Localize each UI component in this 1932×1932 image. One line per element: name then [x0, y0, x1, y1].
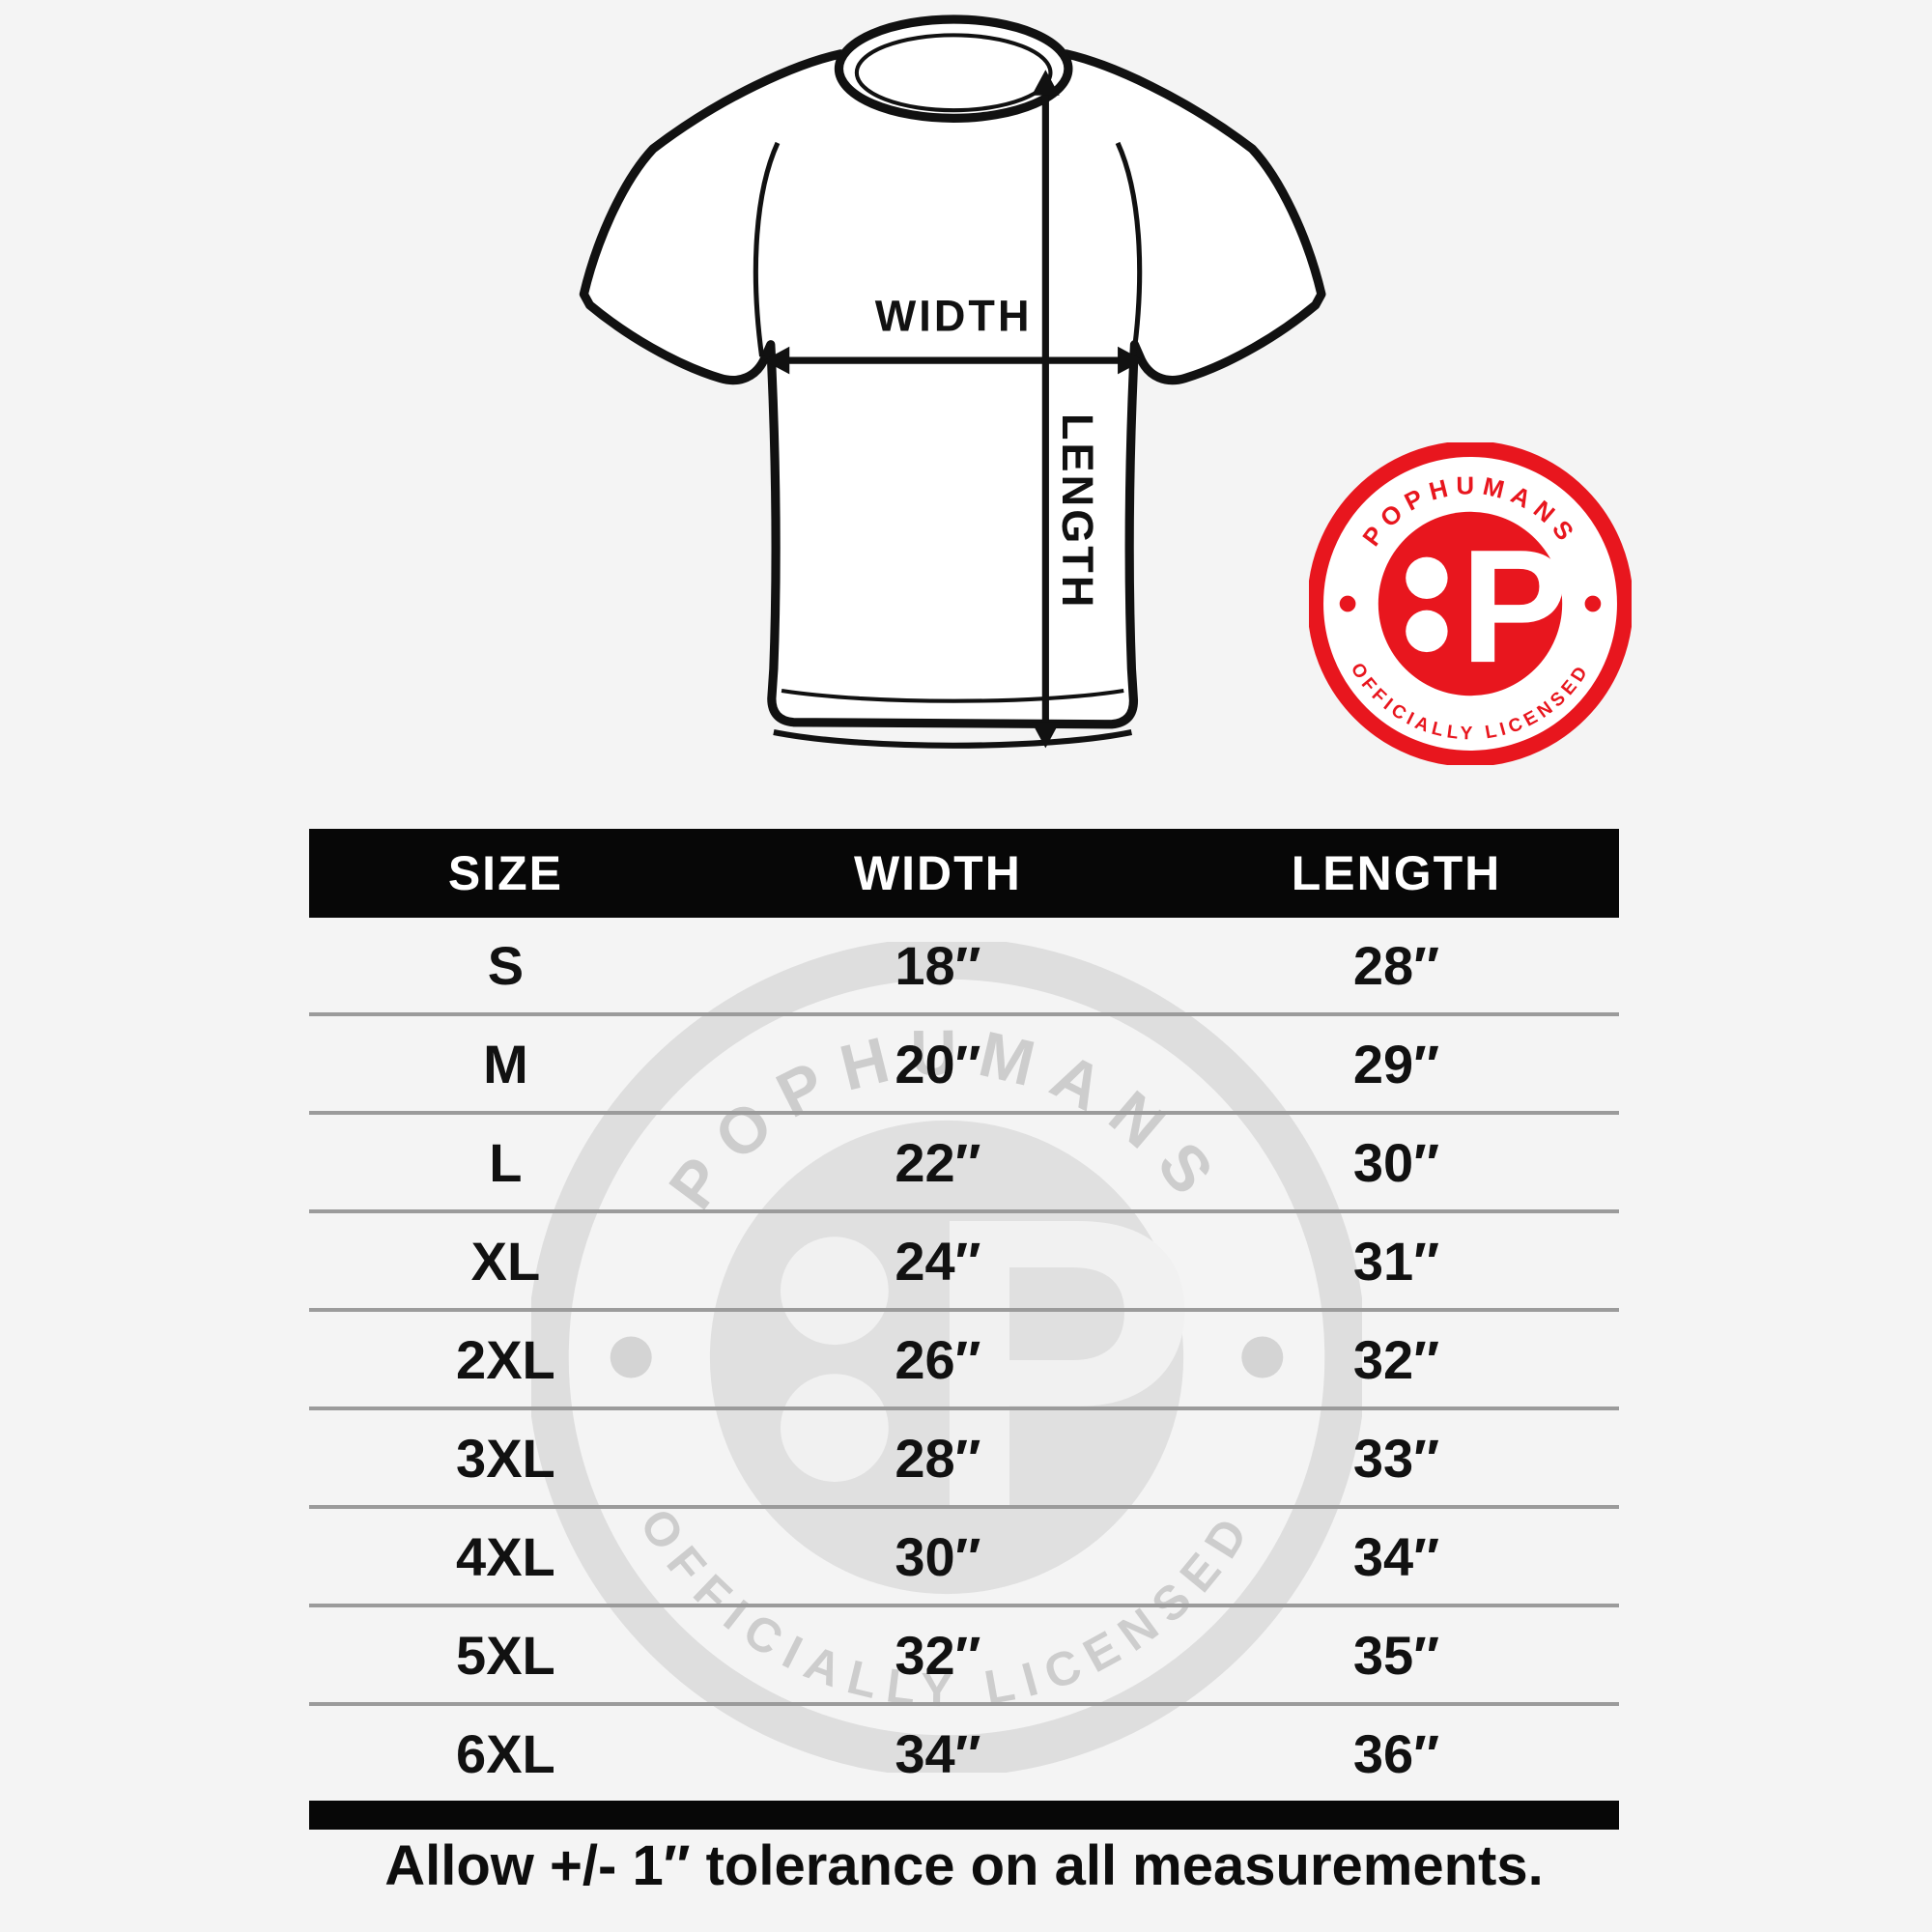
badge-monogram: P: [1461, 517, 1568, 696]
table-row: 3XL 28″ 33″: [309, 1406, 1619, 1505]
width-label: WIDTH: [875, 291, 1033, 340]
badge-left-dot: [1339, 595, 1356, 612]
size-cell: 2XL: [456, 1328, 555, 1390]
width-cell: 32″: [895, 1624, 981, 1686]
size-cell: XL: [470, 1230, 541, 1292]
table-row: M 20″ 29″: [309, 1012, 1619, 1111]
width-cell: 20″: [895, 1033, 981, 1094]
watermark-badge-icon: POPHUMANS OFFICIALLY LICENSED P: [531, 942, 1362, 1773]
size-table-rows: S 18″ 28″ M 20″ 29″ L 22″ 30″ XL 24″ 31″…: [309, 918, 1619, 1801]
size-cell: S: [487, 934, 525, 996]
watermark-right-dot: [1241, 1336, 1284, 1378]
length-cell: 35″: [1352, 1624, 1440, 1686]
width-arrow: [763, 346, 1144, 375]
header-size: SIZE: [447, 846, 563, 900]
pophumans-badge-icon: POPHUMANS OFFICIALLY LICENSED P: [1309, 442, 1632, 765]
pophumans-badge: POPHUMANS OFFICIALLY LICENSED P: [1309, 442, 1632, 765]
watermark-colon-dot-top: [781, 1236, 889, 1346]
header-length: LENGTH: [1291, 846, 1502, 900]
width-cell: 30″: [895, 1525, 981, 1587]
watermark-left-dot: [610, 1336, 652, 1378]
size-table-header: SIZE WIDTH LENGTH: [309, 829, 1619, 918]
table-row: S 18″ 28″: [309, 918, 1619, 1012]
length-cell: 34″: [1352, 1525, 1440, 1587]
width-cell: 28″: [895, 1427, 981, 1489]
table-row: XL 24″ 31″: [309, 1209, 1619, 1308]
length-label: LENGTH: [1053, 413, 1102, 610]
tshirt-outline: [579, 49, 1326, 729]
tolerance-note: Allow +/- 1″ tolerance on all measuremen…: [384, 1834, 1544, 1897]
hem-fold-line: [773, 728, 1133, 749]
size-cell: L: [489, 1131, 523, 1193]
length-arrow: [1032, 70, 1060, 749]
badge-colon-dot-bottom: [1406, 610, 1448, 653]
watermark-outer-ring: [531, 942, 1362, 1773]
size-cell: 6XL: [456, 1722, 555, 1784]
size-cell: 3XL: [456, 1427, 555, 1489]
length-cell: 33″: [1352, 1427, 1440, 1489]
table-row: 4XL 30″ 34″: [309, 1505, 1619, 1604]
table-row: 5XL 32″ 35″: [309, 1604, 1619, 1702]
size-table: SIZE WIDTH LENGTH S 18″ 28″ M 20″ 29″ L …: [309, 829, 1619, 1830]
width-cell: 22″: [895, 1131, 981, 1193]
badge-colon-dot-top: [1406, 556, 1448, 599]
width-cell: 26″: [895, 1328, 981, 1390]
badge-right-dot: [1584, 595, 1602, 612]
watermark-monogram: P: [922, 1132, 1199, 1596]
width-cell: 34″: [895, 1722, 981, 1784]
tshirt-illustration: WIDTH LENGTH: [579, 14, 1326, 749]
collar-inner: [854, 33, 1053, 113]
table-row: 2XL 26″ 32″: [309, 1308, 1619, 1406]
length-cell: 29″: [1352, 1033, 1440, 1094]
left-sleeve-seam: [753, 141, 781, 357]
right-sleeve-seam: [1115, 141, 1143, 357]
length-cell: 31″: [1352, 1230, 1440, 1292]
table-row: 6XL 34″ 36″: [309, 1702, 1619, 1801]
table-row: L 22″ 30″: [309, 1111, 1619, 1209]
size-table-bottom-bar: [309, 1801, 1619, 1830]
length-cell: 32″: [1352, 1328, 1440, 1390]
width-cell: 18″: [895, 934, 981, 996]
size-cell: 4XL: [456, 1525, 555, 1587]
width-cell: 24″: [895, 1230, 981, 1292]
size-cell: M: [483, 1033, 528, 1094]
length-cell: 30″: [1352, 1131, 1440, 1193]
tshirt-diagram: WIDTH LENGTH: [526, 12, 1367, 784]
watermark-colon-dot-bottom: [781, 1374, 889, 1482]
length-cell: 28″: [1352, 934, 1440, 996]
watermark-badge: POPHUMANS OFFICIALLY LICENSED P: [531, 942, 1362, 1773]
hem-stitch-line: [781, 688, 1124, 703]
header-width: WIDTH: [853, 846, 1022, 900]
length-cell: 36″: [1352, 1722, 1440, 1784]
size-cell: 5XL: [456, 1624, 555, 1686]
